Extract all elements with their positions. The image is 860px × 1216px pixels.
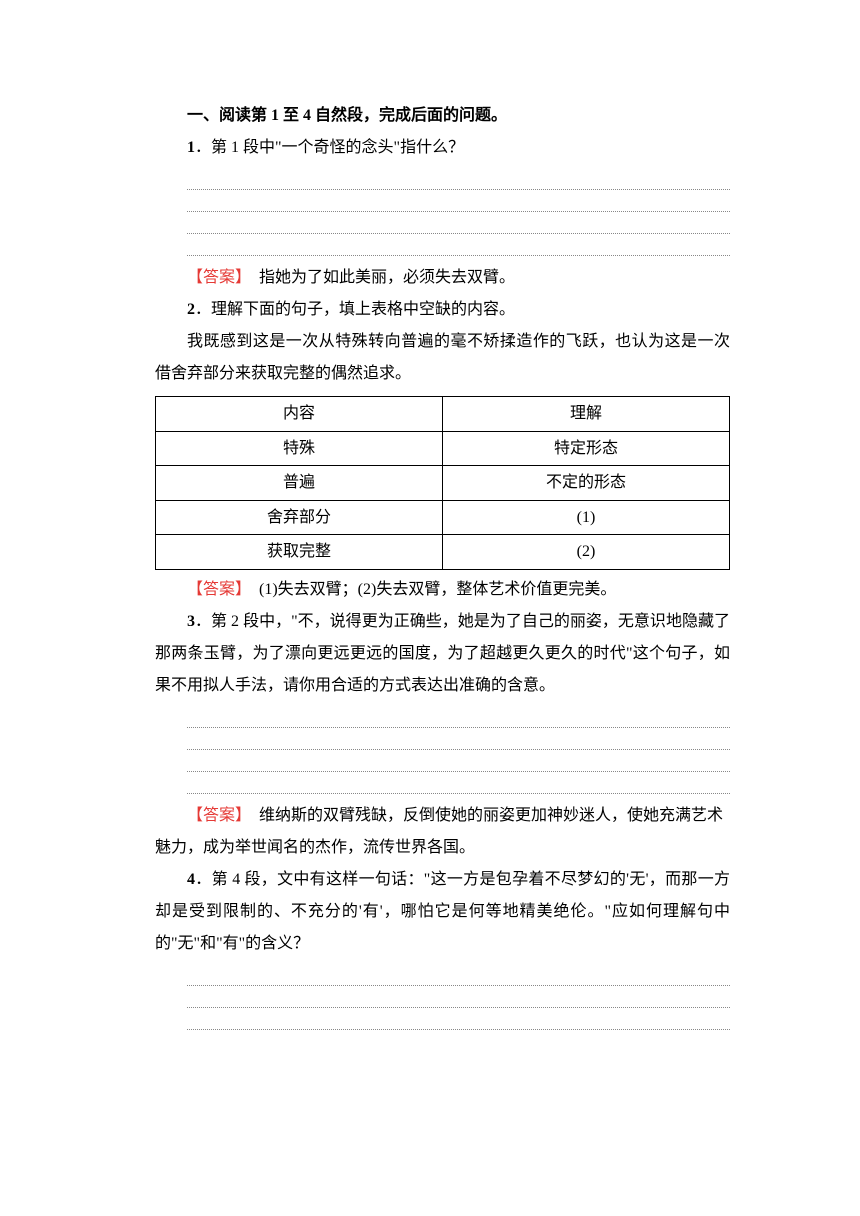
- q4-number: 4: [187, 871, 195, 888]
- table-row: 舍弃部分 (1): [156, 500, 730, 535]
- table-cell: 舍弃部分: [156, 500, 443, 535]
- q2-table: 内容 理解 特殊 特定形态 普遍 不定的形态 舍弃部分 (1) 获取完整 (2): [155, 396, 730, 570]
- q3-answer: 【答案】 维纳斯的双臂残缺，反倒使她的丽姿更加神妙迷人，使她充满艺术魅力，成为举…: [155, 800, 730, 864]
- q3-number: 3: [187, 613, 195, 630]
- answer-lines-q4: [155, 964, 730, 1030]
- table-cell: 特殊: [156, 431, 443, 466]
- q1-answer: 【答案】 指她为了如此美丽，必须失去双臂。: [155, 262, 730, 294]
- question-2: 2．理解下面的句子，填上表格中空缺的内容。: [155, 294, 730, 326]
- table-header-cell: 内容: [156, 397, 443, 432]
- section-heading: 一、阅读第 1 至 4 自然段，完成后面的问题。: [155, 100, 730, 132]
- dotted-line: [187, 234, 730, 256]
- q3-text: ．第 2 段中，"不，说得更为正确些，她是为了自己的丽姿，无意识地隐藏了那两条玉…: [155, 613, 730, 694]
- dotted-line: [187, 728, 730, 750]
- q2-text: ．理解下面的句子，填上表格中空缺的内容。: [195, 301, 515, 318]
- q1-number: 1: [187, 139, 195, 156]
- table-cell: (2): [443, 535, 730, 570]
- question-3: 3．第 2 段中，"不，说得更为正确些，她是为了自己的丽姿，无意识地隐藏了那两条…: [155, 606, 730, 702]
- q2-answer-text: (1)失去双臂；(2)失去双臂，整体艺术价值更完美。: [243, 581, 616, 598]
- q1-answer-text: 指她为了如此美丽，必须失去双臂。: [243, 269, 515, 286]
- table-row: 特殊 特定形态: [156, 431, 730, 466]
- dotted-line: [187, 1008, 730, 1030]
- q4-text: ．第 4 段，文中有这样一句话："这一方是包孕着不尽梦幻的'无'，而那一方却是受…: [155, 871, 730, 952]
- q1-text: ．第 1 段中"一个奇怪的念头"指什么？: [195, 139, 464, 156]
- q2-answer: 【答案】 (1)失去双臂；(2)失去双臂，整体艺术价值更完美。: [155, 574, 730, 606]
- table-cell: 不定的形态: [443, 466, 730, 501]
- answer-label: 【答案】: [187, 269, 243, 286]
- question-4: 4．第 4 段，文中有这样一句话："这一方是包孕着不尽梦幻的'无'，而那一方却是…: [155, 864, 730, 960]
- table-row: 获取完整 (2): [156, 535, 730, 570]
- dotted-line: [187, 750, 730, 772]
- dotted-line: [187, 986, 730, 1008]
- answer-lines-q1: [155, 168, 730, 256]
- table-row: 内容 理解: [156, 397, 730, 432]
- dotted-line: [187, 190, 730, 212]
- dotted-line: [187, 964, 730, 986]
- answer-lines-q3: [155, 706, 730, 794]
- table-cell: 获取完整: [156, 535, 443, 570]
- answer-label: 【答案】: [187, 807, 243, 824]
- table-cell: 普遍: [156, 466, 443, 501]
- table-header-cell: 理解: [443, 397, 730, 432]
- dotted-line: [187, 212, 730, 234]
- q2-number: 2: [187, 301, 195, 318]
- dotted-line: [187, 772, 730, 794]
- answer-label: 【答案】: [187, 581, 243, 598]
- table-row: 普遍 不定的形态: [156, 466, 730, 501]
- q2-quote: 我既感到这是一次从特殊转向普遍的毫不矫揉造作的飞跃，也认为这是一次借舍弃部分来获…: [155, 326, 730, 390]
- table-cell: 特定形态: [443, 431, 730, 466]
- dotted-line: [187, 706, 730, 728]
- table-cell: (1): [443, 500, 730, 535]
- dotted-line: [187, 168, 730, 190]
- question-1: 1．第 1 段中"一个奇怪的念头"指什么？: [155, 132, 730, 164]
